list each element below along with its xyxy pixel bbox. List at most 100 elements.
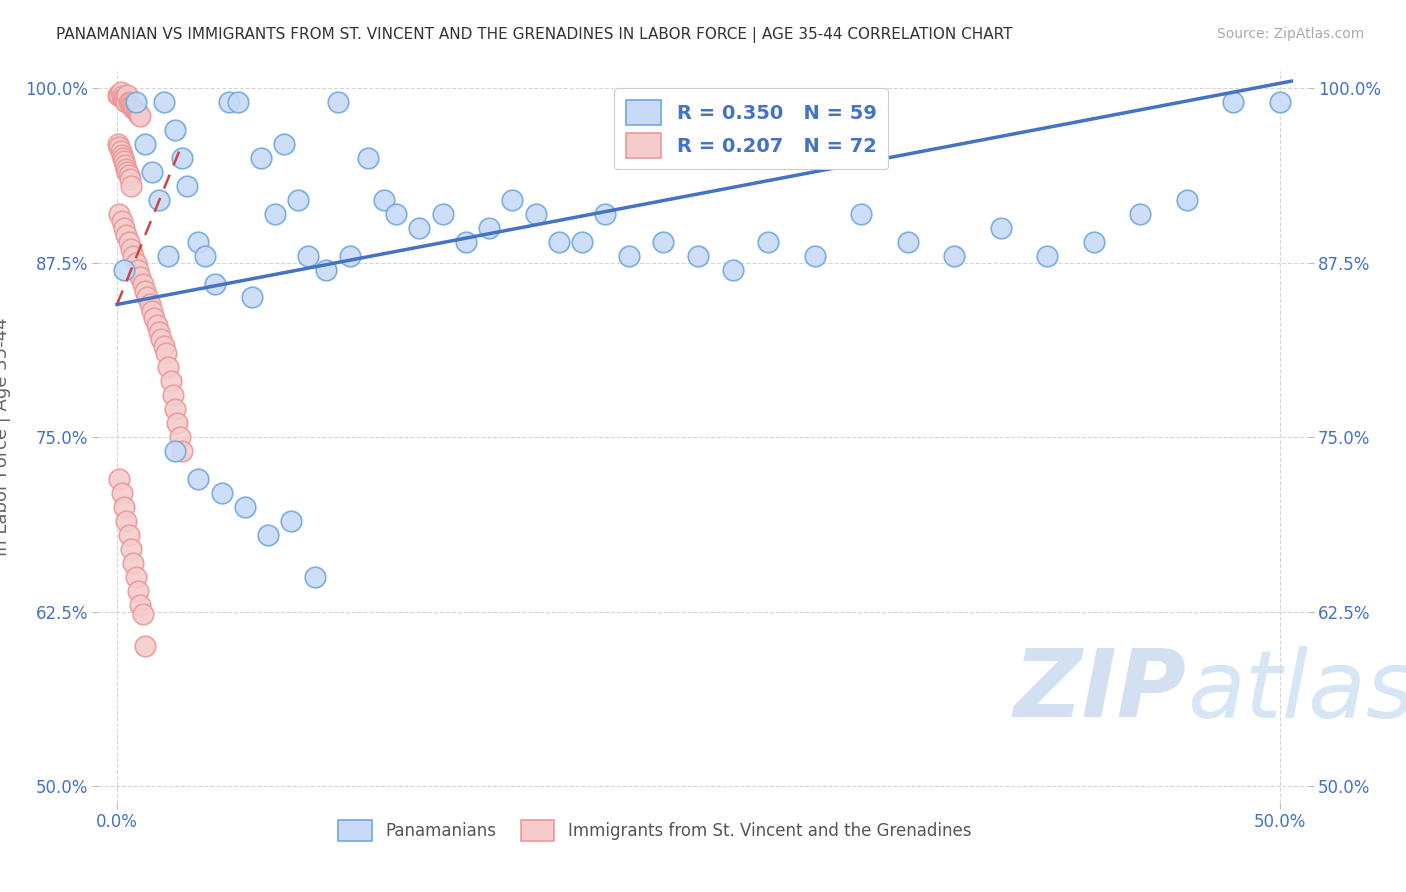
Point	[287, 193, 309, 207]
Point	[118, 168, 141, 182]
Point	[120, 178, 142, 193]
Point	[112, 220, 135, 235]
Point	[118, 171, 141, 186]
Point	[501, 193, 523, 207]
Point	[112, 153, 135, 168]
Point	[165, 444, 187, 458]
Point	[990, 220, 1012, 235]
Point	[326, 95, 349, 109]
Y-axis label: In Labor Force | Age 35-44: In Labor Force | Age 35-44	[0, 318, 11, 557]
Point	[157, 249, 180, 263]
Point	[124, 103, 146, 118]
Point	[339, 249, 361, 263]
Text: PANAMANIAN VS IMMIGRANTS FROM ST. VINCENT AND THE GRENADINES IN LABOR FORCE | AG: PANAMANIAN VS IMMIGRANTS FROM ST. VINCEN…	[56, 27, 1012, 43]
Text: Source: ZipAtlas.com: Source: ZipAtlas.com	[1216, 27, 1364, 41]
Point	[408, 220, 430, 235]
Point	[122, 249, 145, 263]
Point	[943, 249, 966, 263]
Point	[176, 178, 198, 193]
Point	[136, 291, 159, 305]
Point	[172, 151, 194, 165]
Point	[150, 332, 173, 346]
Point	[134, 284, 156, 298]
Point	[115, 95, 138, 109]
Point	[134, 640, 156, 654]
Point	[849, 207, 872, 221]
Point	[1175, 193, 1198, 207]
Point	[165, 123, 187, 137]
Point	[152, 339, 174, 353]
Point	[304, 569, 326, 583]
Point	[118, 528, 141, 542]
Point	[148, 326, 170, 340]
Point	[111, 91, 134, 105]
Point	[108, 140, 131, 154]
Point	[617, 249, 640, 263]
Point	[112, 500, 135, 514]
Point	[250, 151, 273, 165]
Point	[127, 106, 149, 120]
Point	[723, 262, 745, 277]
Point	[128, 108, 150, 122]
Point	[571, 235, 593, 249]
Point	[172, 444, 194, 458]
Point	[373, 193, 395, 207]
Point	[257, 528, 280, 542]
Point	[120, 541, 142, 556]
Point	[107, 88, 129, 103]
Point	[803, 249, 825, 263]
Point	[157, 360, 180, 375]
Point	[1268, 95, 1291, 109]
Point	[280, 514, 302, 528]
Point	[897, 235, 920, 249]
Point	[152, 95, 174, 109]
Point	[264, 207, 287, 221]
Point	[478, 220, 501, 235]
Point	[315, 262, 337, 277]
Point	[297, 249, 319, 263]
Point	[131, 607, 153, 622]
Point	[194, 249, 217, 263]
Point	[111, 148, 134, 162]
Point	[127, 262, 149, 277]
Point	[118, 235, 141, 249]
Point	[129, 109, 152, 123]
Point	[134, 136, 156, 151]
Point	[124, 569, 146, 583]
Point	[111, 213, 134, 227]
Point	[454, 235, 477, 249]
Point	[127, 583, 149, 598]
Text: atlas: atlas	[1187, 646, 1406, 737]
Point	[107, 136, 129, 151]
Point	[138, 297, 160, 311]
Point	[131, 277, 153, 291]
Point	[125, 104, 148, 119]
Point	[120, 242, 142, 256]
Point	[233, 500, 256, 514]
Point	[187, 235, 209, 249]
Legend: Panamanians, Immigrants from St. Vincent and the Grenadines: Panamanians, Immigrants from St. Vincent…	[330, 811, 980, 849]
Point	[145, 318, 167, 333]
Point	[120, 98, 142, 112]
Point	[114, 158, 136, 172]
Point	[118, 95, 141, 109]
Point	[115, 514, 138, 528]
Point	[110, 144, 132, 158]
Point	[108, 472, 131, 486]
Point	[1129, 207, 1152, 221]
Point	[112, 262, 135, 277]
Point	[124, 102, 146, 116]
Point	[155, 346, 177, 360]
Point	[524, 207, 547, 221]
Point	[273, 136, 295, 151]
Point	[165, 402, 187, 417]
Point	[129, 598, 152, 612]
Point	[166, 416, 188, 430]
Point	[226, 95, 249, 109]
Point	[1036, 249, 1059, 263]
Point	[218, 95, 240, 109]
Point	[1083, 235, 1105, 249]
Point	[148, 193, 170, 207]
Point	[118, 96, 141, 111]
Point	[688, 249, 710, 263]
